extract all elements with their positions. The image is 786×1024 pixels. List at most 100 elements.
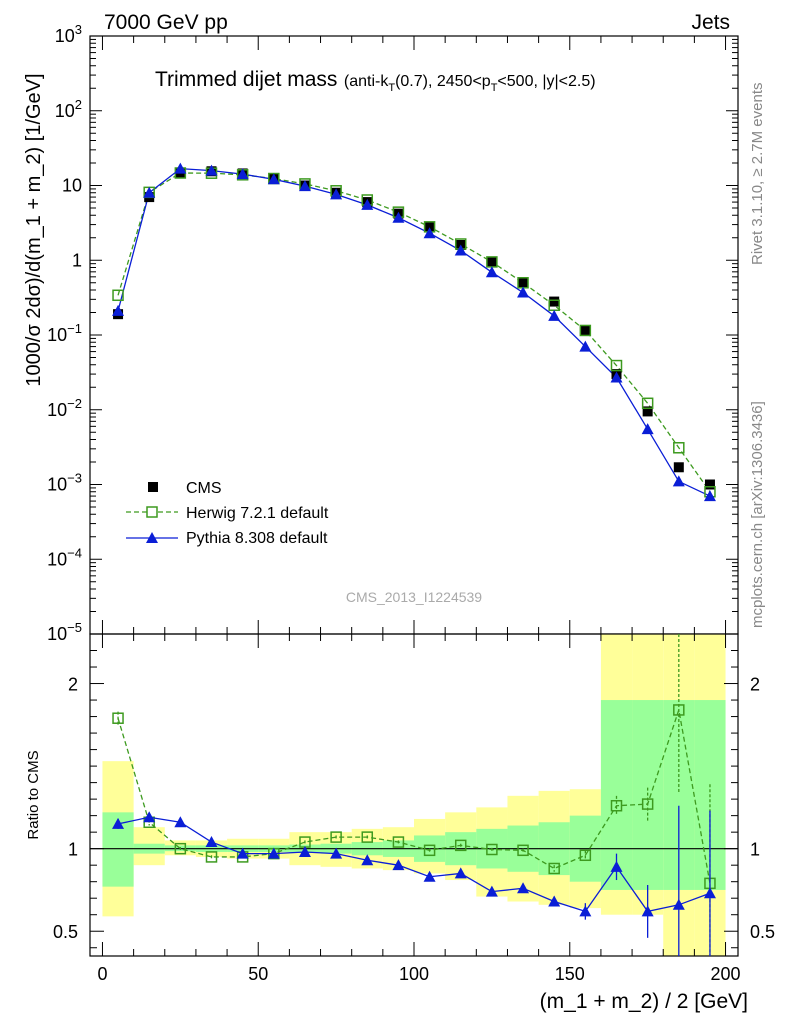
ratio-point-1 [361,854,374,866]
data-point-0 [518,277,529,288]
data-point-2 [672,475,685,487]
xlabel: (m_1 + m_2) / 2 [GeV] [540,990,748,1013]
y-tick-exponent: −5 [67,620,82,635]
ratio-point-1 [423,870,436,882]
title-sub-a: (anti-k [344,73,389,90]
ratio-plot: 0 50 100 150 200 0.5 0.5 1 1 2 2 [53,633,775,984]
y-tick-exponent: −1 [67,321,82,336]
chart-title: Trimmed dijet mass (anti-kT(0.7), 2450<p… [155,68,596,94]
y-tick-label: 1 [72,250,82,270]
title-main: Trimmed dijet mass [155,68,337,91]
data-point-2 [112,304,125,316]
data-point-2 [392,211,405,223]
ratio-point-0 [610,799,623,812]
ratio-point-1 [267,847,280,859]
ratio-point-1 [517,882,530,894]
ratio-point-1 [641,905,654,917]
legend-pythia-marker [146,532,158,543]
data-point-1 [579,324,592,337]
y-tick-mantissa: 10 [47,624,67,644]
header-left: 7000 GeV pp [104,11,228,34]
legend-cms: CMS [148,480,222,497]
ratio-point-1 [454,867,467,879]
ratio-ylabel: Ratio to CMS [25,750,42,839]
y-tick-label: 10−1 [47,321,82,345]
x-tick-label: 50 [248,964,268,984]
data-point-1 [673,442,685,454]
data-point-2 [143,186,156,198]
series-line-2 [117,167,711,497]
ratio-point-0 [361,831,374,843]
mcplots-label: mcplots.cern.ch [arXiv:1306.3436] [749,401,766,628]
y-tick-exponent: 3 [75,22,82,37]
ratio-y-tick-label-right: 2 [750,675,760,695]
data-point-2 [361,198,374,210]
data-point-2 [174,162,187,174]
data-point-2 [703,490,716,502]
y-tick-exponent: 2 [75,97,82,112]
ratio-point-1 [112,817,125,829]
ratio-y-tick-label-right: 0.5 [750,922,775,942]
data-point-2 [267,173,280,185]
y-tick-mantissa: 10 [47,475,67,495]
x-tick-label: 200 [711,964,741,984]
data-point-2 [298,180,311,192]
ratio-point-0 [579,849,592,862]
ratio-point-1 [703,887,716,899]
legend: CMS Herwig 7.2.1 default Pythia 8.308 de… [126,480,329,547]
y-tick-mantissa: 10 [47,549,67,569]
ratio-point-1 [485,885,498,897]
ratio-point-0 [112,712,124,724]
data-point-2 [454,244,467,256]
y-tick-mantissa: 10 [55,101,75,121]
ratio-point-0 [174,842,187,855]
header-right: Jets [691,11,730,34]
data-point-2 [205,164,218,176]
watermark: CMS_2013_I1224539 [346,589,482,605]
ratio-y-tick-label: 1 [68,840,78,860]
data-point-0 [424,221,435,232]
ratio-point-0 [392,836,405,848]
ratio-point-1 [610,860,623,872]
ratio-point-0 [454,839,467,852]
data-point-2 [579,340,592,352]
data-point-0 [673,462,684,473]
legend-cms-marker [148,482,158,492]
legend-herwig: Herwig 7.2.1 default [126,505,329,522]
ratio-y-tick-label: 0.5 [53,922,78,942]
ratio-point-1 [672,898,685,910]
y-tick-label: 10−2 [47,396,82,420]
data-point-2 [517,286,530,298]
ratio-point-0 [673,704,685,716]
x-tick-label: 100 [399,964,429,984]
legend-cms-label: CMS [186,480,222,497]
data-point-2 [485,266,498,278]
x-tick-label: 0 [97,964,107,984]
y-tick-exponent: −2 [67,396,82,411]
ratio-point-1 [548,895,561,907]
ratio-point-0 [205,851,218,863]
title-sub-b: T [388,82,395,94]
y-tick-mantissa: 10 [47,325,67,345]
ratio-point-0 [641,798,654,810]
y-tick-label: 10−4 [47,545,82,569]
legend-herwig-marker [146,506,158,518]
y-tick-exponent: −4 [67,545,82,560]
upper-ylabel: 1000/σ 2dσ)/d(m_1 + m_2) [1/GeV] [23,73,45,386]
ratio-point-1 [298,845,311,857]
y-tick-exponent: −3 [67,471,82,486]
ratio-point-1 [236,847,249,859]
data-point-2 [236,168,249,180]
title-sub-e: <500, |y|<2.5) [497,73,595,90]
ratio-point-1 [579,905,592,917]
legend-pythia: Pythia 8.308 default [126,530,328,547]
data-point-2 [548,309,561,321]
ratio-point-0 [548,862,560,875]
ratio-y-tick-label-right: 1 [750,840,760,860]
y-tick-label: 10−3 [47,471,82,495]
y-tick-label: 103 [55,22,82,46]
data-point-2 [423,227,436,239]
data-point-0 [580,325,591,336]
data-point-0 [704,479,715,490]
data-point-1 [610,359,623,372]
